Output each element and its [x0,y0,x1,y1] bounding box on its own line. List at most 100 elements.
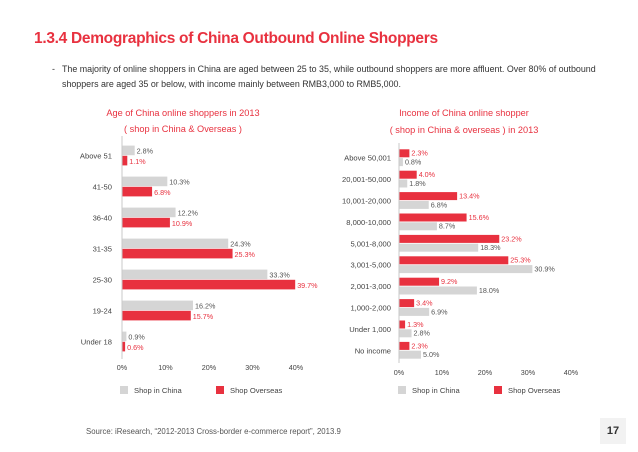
income-data-label: 18.3% [480,243,501,252]
income-category-label: No income [355,346,391,355]
age-bar-china [122,331,127,342]
age-bar-overseas [122,248,233,259]
income-bar-overseas [399,234,500,243]
income-data-label: 25.3% [510,256,531,265]
income-chart: Income of China online shopper ( shop in … [342,108,579,395]
income-bar-china [399,243,479,252]
age-data-label: 2.8% [137,147,154,156]
income-data-label: 6.9% [431,307,448,316]
income-x-tick-label: 30% [521,368,536,377]
age-category-label: 19-24 [93,307,112,316]
income-data-label: 2.3% [411,149,428,158]
income-legend-label: Shop in China [412,386,460,395]
income-category-label: 2,001-3,000 [350,282,391,291]
age-chart-subtitle: ( shop in China & Overseas ) [124,124,242,134]
age-category-label: Under 18 [81,338,112,347]
income-bar-china [399,222,437,231]
age-bar-china [122,145,135,156]
age-x-tick-label: 40% [289,363,304,372]
income-data-label: 9.2% [441,277,458,286]
income-category-label: Above 50,001 [344,154,391,163]
age-bar-overseas [122,310,191,321]
page-title: 1.3.4 Demographics of China Outbound Onl… [34,30,438,47]
income-chart-subtitle: ( shop in China & overseas ) in 2013 [390,125,539,135]
income-bar-china [399,286,477,295]
income-bar-overseas [399,213,467,222]
age-category-label: Above 51 [80,152,112,161]
income-data-label: 8.7% [439,222,456,231]
age-data-label: 0.9% [128,333,145,342]
age-bar-china [122,300,193,311]
income-data-label: 2.8% [414,329,431,338]
age-data-label: 12.2% [178,209,199,218]
age-data-label: 10.9% [172,219,193,228]
age-x-tick-label: 0% [117,363,128,372]
income-category-label: Under 1,000 [349,325,391,334]
income-x-tick-label: 10% [435,368,450,377]
age-chart-title: Age of China online shoppers in 2013 [106,108,259,118]
income-x-tick-label: 0% [394,368,405,377]
income-bar-china [399,350,421,359]
age-data-label: 1.1% [129,157,146,166]
age-category-label: 25-30 [93,276,112,285]
age-bar-china [122,238,229,249]
income-category-label: 5,001-8,000 [350,239,391,248]
age-x-tick-label: 30% [245,363,260,372]
age-data-label: 39.7% [297,281,318,290]
age-data-label: 6.8% [154,188,171,197]
income-data-label: 1.3% [407,320,424,329]
age-x-tick-label: 10% [158,363,173,372]
income-bar-overseas [399,170,417,179]
age-data-label: 25.3% [235,250,256,259]
income-data-label: 1.8% [409,179,426,188]
income-data-label: 3.4% [416,299,433,308]
income-legend-swatch [398,386,406,394]
income-category-label: 3,001-5,000 [350,261,391,270]
age-legend-label: Shop in China [134,386,182,395]
age-data-label: 16.2% [195,302,216,311]
income-bar-overseas [399,320,406,329]
income-bar-china [399,158,403,167]
income-bar-overseas [399,299,415,308]
income-data-label: 18.0% [479,286,500,295]
intro-text: The majority of online shoppers in China… [62,64,596,89]
age-bar-china [122,269,268,280]
income-bar-overseas [399,341,410,350]
age-bar-overseas [122,217,170,228]
income-data-label: 15.6% [469,213,490,222]
income-chart-title: Income of China online shopper [399,108,529,118]
age-chart: Age of China online shoppers in 2013 ( sh… [80,108,318,395]
age-legend-swatch [216,386,224,394]
age-data-label: 15.7% [193,312,214,321]
age-category-label: 36-40 [93,214,112,223]
income-data-label: 2.3% [411,341,428,350]
income-category-label: 10,001-20,000 [342,197,391,206]
income-data-label: 4.0% [419,170,436,179]
age-data-label: 24.3% [230,240,251,249]
income-data-label: 30.9% [534,265,555,274]
income-category-label: 1,000-2,000 [350,304,391,313]
source-note: Source: iResearch, “2012-2013 Cross-bord… [86,427,341,436]
intro-dash: - [52,64,55,74]
age-data-label: 10.3% [169,178,190,187]
income-data-label: 23.2% [501,234,522,243]
age-bar-overseas [122,155,128,166]
age-legend-label: Shop Overseas [230,386,283,395]
income-category-label: 20,001-50,000 [342,175,391,184]
income-category-label: 8,000-10,000 [346,218,391,227]
income-bar-overseas [399,192,458,201]
income-bar-overseas [399,277,440,286]
page-number: 17 [600,418,626,444]
income-bar-china [399,179,408,188]
age-x-tick-label: 20% [202,363,217,372]
income-x-tick-label: 20% [478,368,493,377]
income-bar-china [399,200,429,209]
income-data-label: 5.0% [423,350,440,359]
income-bar-china [399,307,430,316]
income-legend-swatch [494,386,502,394]
income-bar-china [399,329,412,338]
age-legend-swatch [120,386,128,394]
age-data-label: 33.3% [269,271,290,280]
income-x-tick-label: 40% [564,368,579,377]
